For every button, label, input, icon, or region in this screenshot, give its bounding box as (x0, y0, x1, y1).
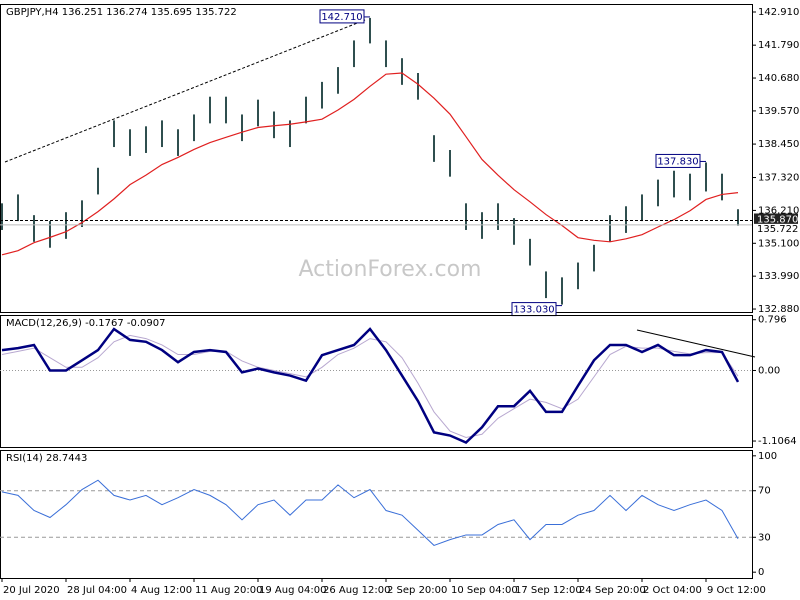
x-tick-label: 2 Oct 04:00 (643, 585, 702, 596)
y-tick-label: 0.796 (758, 315, 787, 326)
y-tick-label: 100 (758, 451, 777, 462)
pane-title: RSI(14) 28.7443 (6, 453, 87, 464)
indicator-line (1, 327, 740, 445)
y-tick-label: 139.570 (758, 106, 799, 117)
last-box (754, 223, 798, 234)
moving-average (1, 72, 739, 256)
x-tick-label: 4 Aug 12:00 (131, 585, 192, 596)
annotation-label: 142.710 (321, 12, 362, 23)
y-tick-label: 142.910 (758, 7, 799, 18)
pane (0, 450, 753, 579)
x-tick-label: 24 Sep 20:00 (579, 585, 646, 596)
pane-title: MACD(12,26,9) -0.1767 -0.0907 (6, 318, 166, 329)
annotation-label: 137.830 (657, 156, 698, 167)
y-tick-label: 141.790 (758, 40, 799, 51)
trend-line (636, 329, 756, 358)
y-tick-label: -1.1064 (758, 436, 797, 447)
annotation-box (655, 153, 701, 168)
y-tick-label: 0.00 (758, 365, 780, 376)
pane-title: GBPJPY,H4 136.251 136.274 135.695 135.72… (6, 7, 237, 18)
y-tick-label: 133.990 (758, 271, 799, 282)
pane (0, 4, 753, 313)
last-label: 135.722 (757, 224, 798, 235)
x-tick-label: 26 Aug 12:00 (323, 585, 390, 596)
x-tick-label: 9 Oct 12:00 (707, 585, 766, 596)
watermark: ActionForex.com (299, 257, 482, 282)
y-tick-label: 132.880 (758, 304, 799, 315)
x-tick-label: 2 Sep 20:00 (387, 585, 447, 596)
annotation-box (319, 9, 365, 24)
y-tick-label: 140.680 (758, 73, 799, 84)
y-tick-label: 137.320 (758, 173, 799, 184)
x-tick-label: 11 Aug 20:00 (195, 585, 262, 596)
y-tick-label: 70 (758, 486, 771, 497)
y-tick-label: 135.100 (758, 238, 799, 249)
pane (0, 315, 753, 448)
level-label: 135.870 (757, 214, 798, 225)
y-tick-label: 136.210 (758, 205, 799, 216)
annotation-label: 133.030 (513, 305, 554, 316)
y-tick-label: 30 (758, 532, 771, 543)
x-tick-label: 19 Aug 04:00 (259, 585, 326, 596)
y-tick-label: 138.450 (758, 139, 799, 150)
x-tick-label: 10 Sep 04:00 (451, 585, 518, 596)
trend-line (4, 19, 366, 163)
level-box (754, 213, 798, 226)
x-tick-label: 20 Jul 2020 (3, 585, 60, 596)
x-tick-label: 17 Sep 12:00 (515, 585, 582, 596)
y-tick-label: 0 (758, 567, 764, 578)
indicator-line (1, 479, 739, 546)
x-tick-label: 28 Jul 04:00 (67, 585, 127, 596)
